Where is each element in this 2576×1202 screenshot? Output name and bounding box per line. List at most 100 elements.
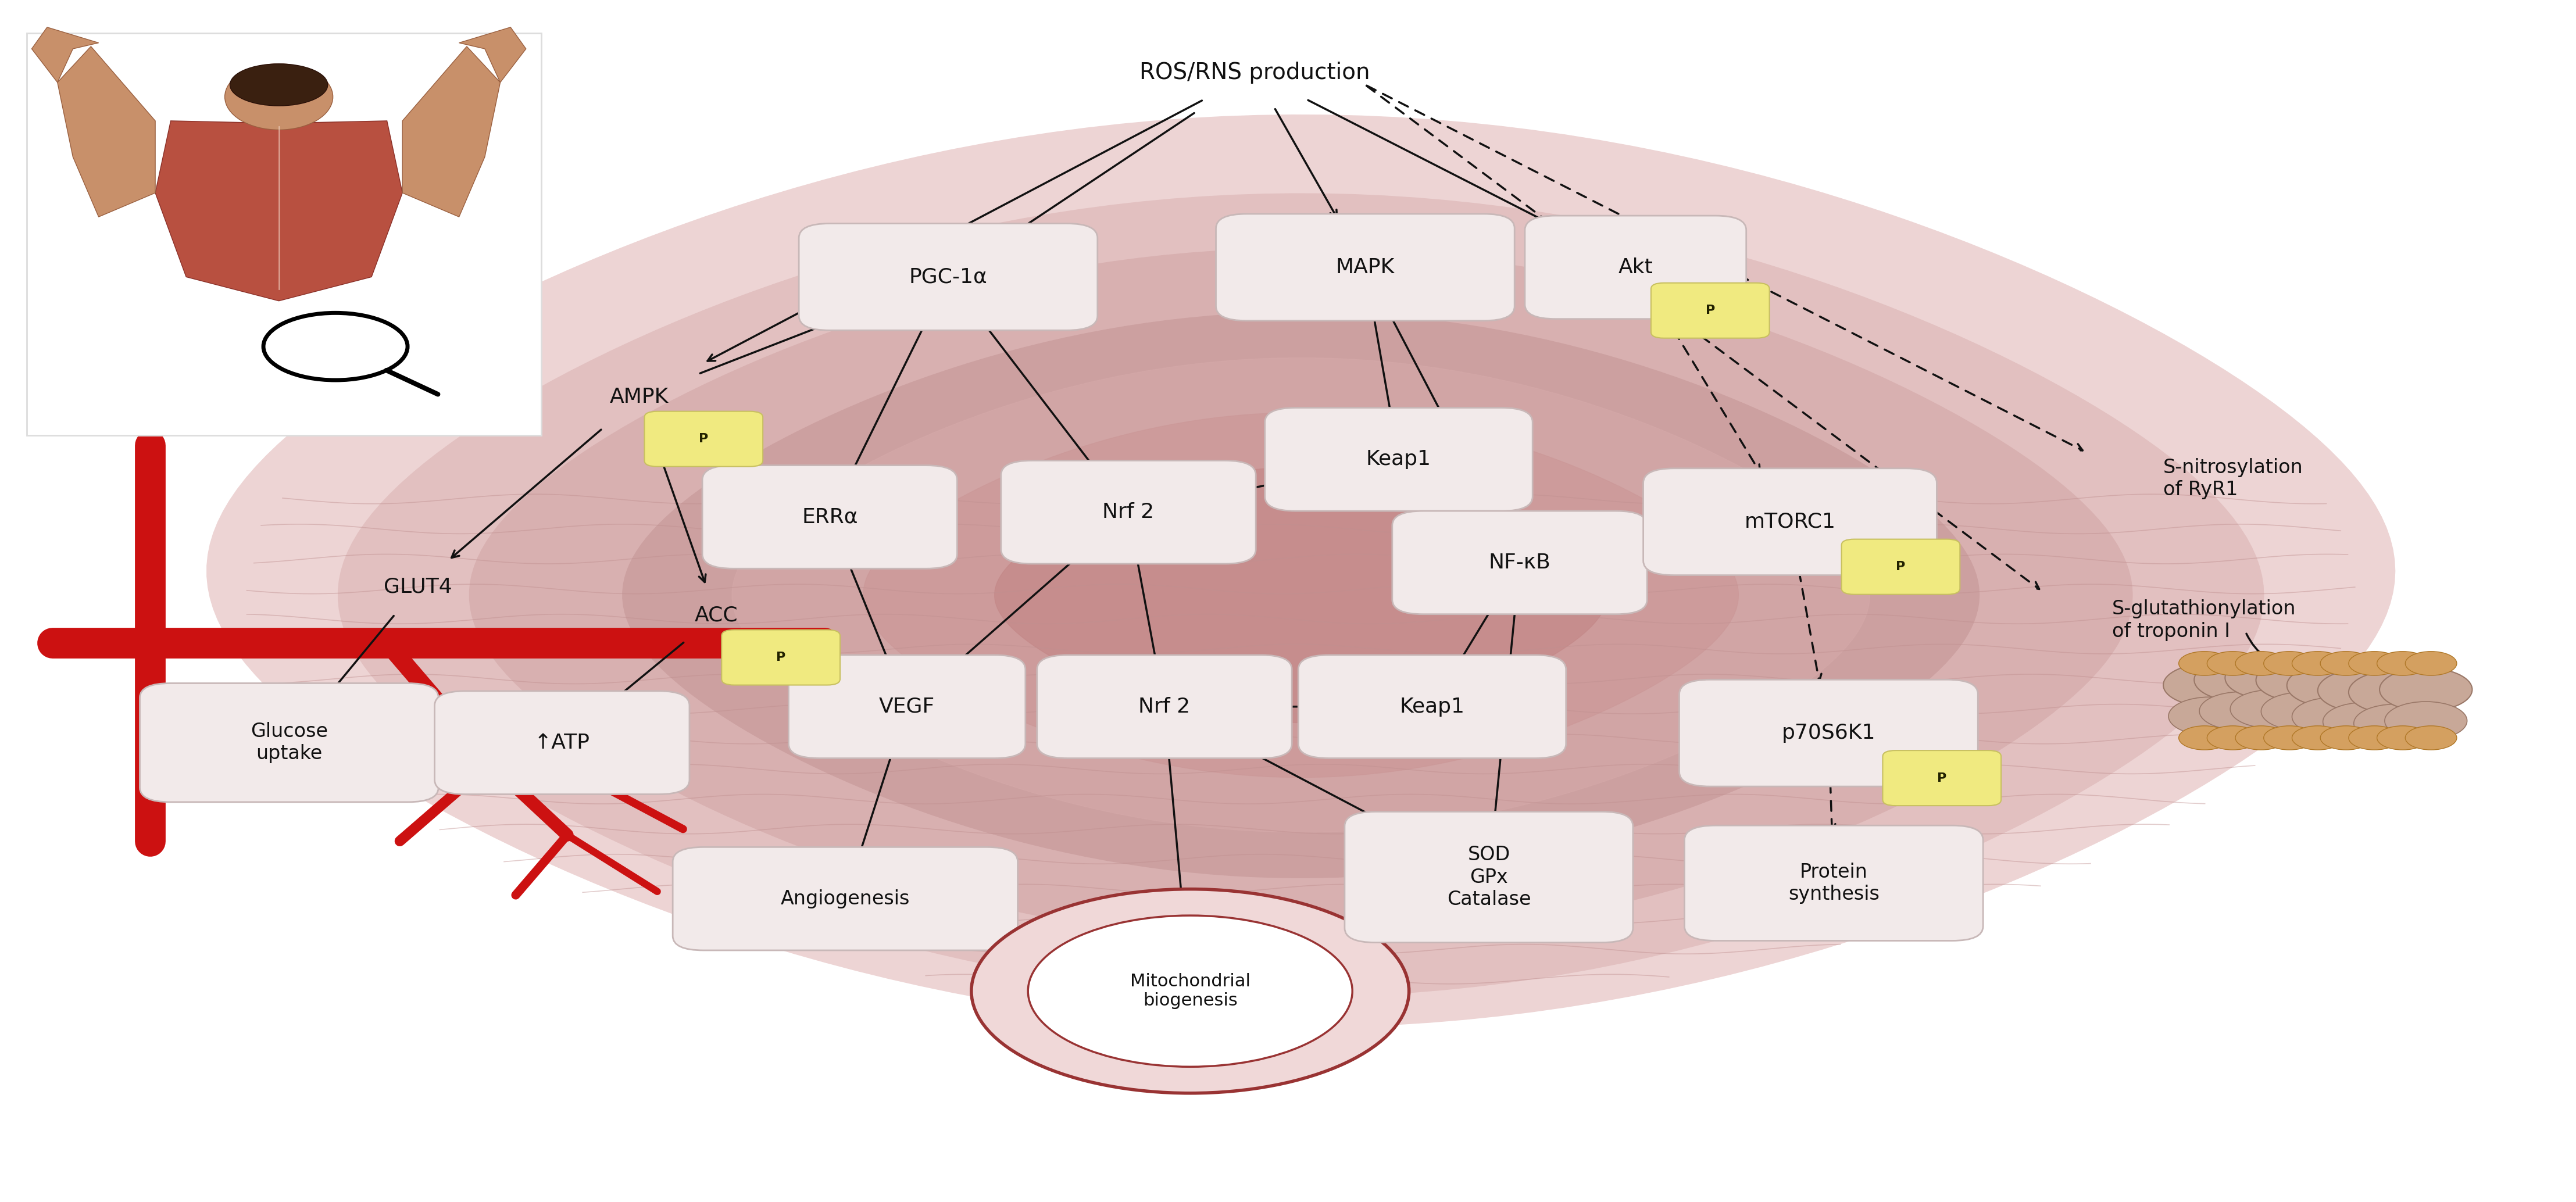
Text: GLUT4: GLUT4 [384, 577, 451, 596]
Text: ERRα: ERRα [801, 507, 858, 526]
Polygon shape [337, 194, 2264, 996]
Text: p70S6K1: p70S6K1 [1783, 724, 1875, 743]
Circle shape [2264, 651, 2316, 676]
Text: SOD
GPx
Catalase: SOD GPx Catalase [1448, 845, 1530, 909]
Text: P: P [698, 433, 708, 445]
Circle shape [2349, 651, 2401, 676]
FancyBboxPatch shape [26, 34, 541, 435]
Text: Protein
synthesis: Protein synthesis [1788, 862, 1880, 904]
Text: P: P [1705, 304, 1716, 316]
FancyBboxPatch shape [435, 691, 690, 795]
Text: Nrf 2: Nrf 2 [1139, 697, 1190, 716]
Circle shape [2378, 651, 2429, 676]
Ellipse shape [224, 64, 332, 130]
Circle shape [2200, 692, 2282, 731]
FancyBboxPatch shape [1038, 655, 1291, 758]
FancyBboxPatch shape [1680, 679, 1978, 786]
FancyBboxPatch shape [1685, 826, 1984, 941]
Circle shape [2293, 726, 2344, 750]
FancyBboxPatch shape [139, 683, 438, 802]
Circle shape [2321, 651, 2372, 676]
Circle shape [2406, 651, 2458, 676]
Text: S-glutathionylation
of troponin I: S-glutathionylation of troponin I [2112, 600, 2295, 641]
Text: Nrf 2: Nrf 2 [1103, 502, 1154, 522]
Circle shape [2380, 668, 2473, 712]
Polygon shape [994, 468, 1607, 722]
Text: VEGF: VEGF [878, 697, 935, 716]
Polygon shape [155, 121, 402, 300]
Text: Mitochondrial
biogenesis: Mitochondrial biogenesis [1131, 972, 1249, 1010]
Circle shape [2236, 726, 2287, 750]
Text: ACC: ACC [696, 606, 739, 625]
Circle shape [2349, 671, 2442, 714]
FancyBboxPatch shape [721, 630, 840, 685]
Polygon shape [469, 249, 2133, 941]
Text: NF-κB: NF-κB [1489, 553, 1551, 572]
Text: Keap1: Keap1 [1365, 450, 1432, 469]
FancyBboxPatch shape [644, 411, 762, 466]
Circle shape [2293, 651, 2344, 676]
Circle shape [2349, 726, 2401, 750]
Text: Akt: Akt [1618, 257, 1654, 278]
Text: P: P [1896, 561, 1906, 572]
FancyBboxPatch shape [703, 465, 958, 569]
Circle shape [2321, 726, 2372, 750]
Circle shape [2231, 690, 2313, 728]
Polygon shape [31, 28, 98, 83]
Circle shape [1028, 916, 1352, 1066]
Circle shape [2179, 651, 2231, 676]
FancyBboxPatch shape [1002, 460, 1257, 564]
Circle shape [2257, 659, 2349, 702]
Text: P: P [775, 651, 786, 664]
Circle shape [2406, 726, 2458, 750]
Text: mTORC1: mTORC1 [1744, 512, 1837, 531]
Text: S-nitrosylation
of RyR1: S-nitrosylation of RyR1 [2164, 458, 2303, 499]
Circle shape [2226, 656, 2318, 700]
Circle shape [2264, 726, 2316, 750]
Polygon shape [623, 313, 1978, 877]
FancyBboxPatch shape [1651, 282, 1770, 338]
Circle shape [2385, 702, 2468, 740]
Polygon shape [459, 28, 526, 83]
FancyBboxPatch shape [1216, 214, 1515, 321]
Polygon shape [732, 358, 1870, 832]
Circle shape [2378, 726, 2429, 750]
FancyBboxPatch shape [1883, 750, 2002, 805]
Polygon shape [402, 47, 500, 216]
Circle shape [2164, 664, 2257, 707]
Polygon shape [57, 47, 155, 216]
Circle shape [2208, 651, 2259, 676]
FancyBboxPatch shape [1842, 540, 1960, 595]
Ellipse shape [229, 64, 327, 106]
Text: MAPK: MAPK [1337, 257, 1394, 278]
Text: AMPK: AMPK [611, 387, 670, 406]
Circle shape [971, 889, 1409, 1093]
Circle shape [2195, 659, 2287, 702]
Circle shape [2293, 697, 2375, 736]
Text: P: P [1937, 772, 1947, 784]
Circle shape [2208, 726, 2259, 750]
FancyBboxPatch shape [1265, 407, 1533, 511]
Text: PGC-1α: PGC-1α [909, 267, 987, 287]
Text: ↑ATP: ↑ATP [533, 733, 590, 752]
Circle shape [2354, 704, 2437, 743]
FancyBboxPatch shape [672, 847, 1018, 951]
FancyBboxPatch shape [1391, 511, 1646, 614]
FancyBboxPatch shape [1525, 215, 1747, 319]
Text: Glucose
uptake: Glucose uptake [250, 722, 327, 763]
Circle shape [2236, 651, 2287, 676]
Circle shape [2179, 726, 2231, 750]
Circle shape [2169, 697, 2251, 736]
FancyBboxPatch shape [1298, 655, 1566, 758]
FancyBboxPatch shape [788, 655, 1025, 758]
Circle shape [2318, 668, 2411, 712]
Polygon shape [206, 115, 2396, 1028]
Polygon shape [863, 412, 1739, 778]
FancyBboxPatch shape [1643, 469, 1937, 576]
FancyBboxPatch shape [799, 224, 1097, 331]
Text: Keap1: Keap1 [1399, 697, 1466, 716]
Text: Angiogenesis: Angiogenesis [781, 889, 909, 909]
Text: ROS/RNS production: ROS/RNS production [1139, 61, 1370, 84]
FancyBboxPatch shape [1345, 811, 1633, 942]
Circle shape [2262, 692, 2344, 731]
